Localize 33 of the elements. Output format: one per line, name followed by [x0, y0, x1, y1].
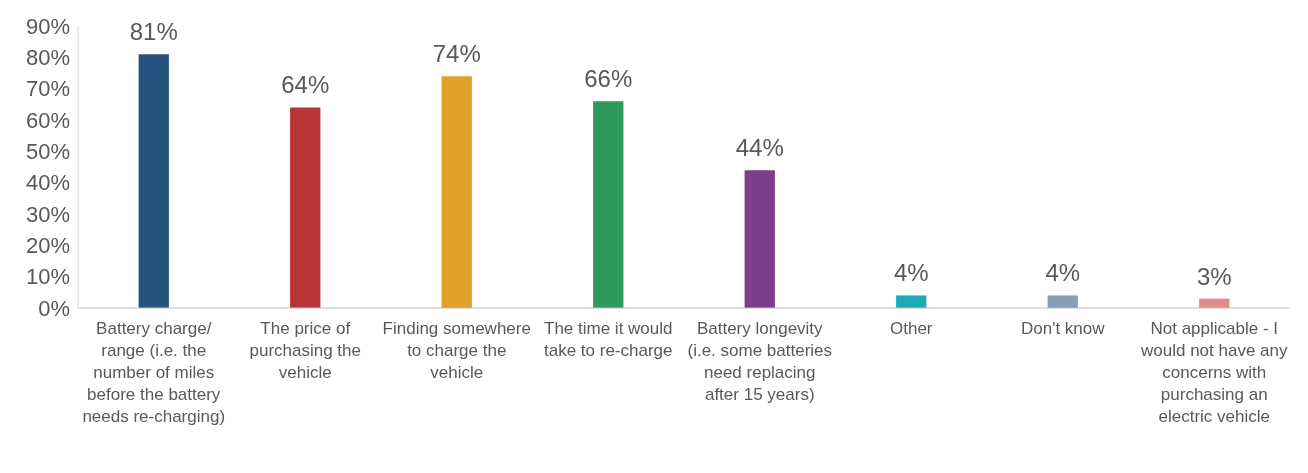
data-label: 66% — [584, 65, 633, 93]
bar — [1047, 295, 1078, 308]
data-label: 4% — [1045, 259, 1081, 287]
data-label: 44% — [735, 134, 784, 162]
bar — [896, 295, 927, 308]
x-tick-label: Don't know — [1020, 319, 1106, 338]
x-tick-label: Other — [889, 319, 933, 338]
y-tick-label: 40% — [25, 170, 70, 196]
data-label: 4% — [893, 259, 929, 287]
y-tick-label: 60% — [25, 107, 70, 133]
x-tick-label: Not applicable - I would not have any concerns with purchasing an electric vehicle — [1140, 319, 1288, 426]
y-tick-label: 70% — [25, 76, 70, 102]
y-tick-label: 10% — [25, 264, 70, 290]
data-label: 64% — [281, 71, 330, 99]
y-tick-label: 20% — [25, 233, 70, 259]
y-tick-label: 30% — [25, 201, 70, 227]
y-tick-label: 50% — [25, 139, 70, 165]
x-tick-label: Battery charge/ range (i.e. the number of miles before the battery needs re-charging) — [82, 319, 226, 426]
bar — [593, 101, 624, 308]
bar — [441, 76, 472, 308]
x-tick-label: The time it would take to re-charge — [543, 319, 673, 360]
y-tick-label: 80% — [25, 45, 70, 71]
x-tick-label: Finding somewhere to charge the vehicle — [382, 319, 531, 382]
x-tick-label: The price of purchasing the vehicle — [249, 319, 362, 382]
bar — [290, 107, 321, 308]
bar — [138, 54, 169, 308]
y-tick-label: 90% — [25, 13, 70, 39]
x-tick-label: Battery longevity (i.e. some batteries need replacing after 15 years) — [687, 319, 833, 404]
data-label: 74% — [432, 40, 481, 68]
bar — [744, 170, 775, 308]
data-label: 81% — [129, 18, 178, 46]
y-tick-label: 0% — [38, 295, 70, 321]
data-label: 3% — [1196, 262, 1232, 290]
